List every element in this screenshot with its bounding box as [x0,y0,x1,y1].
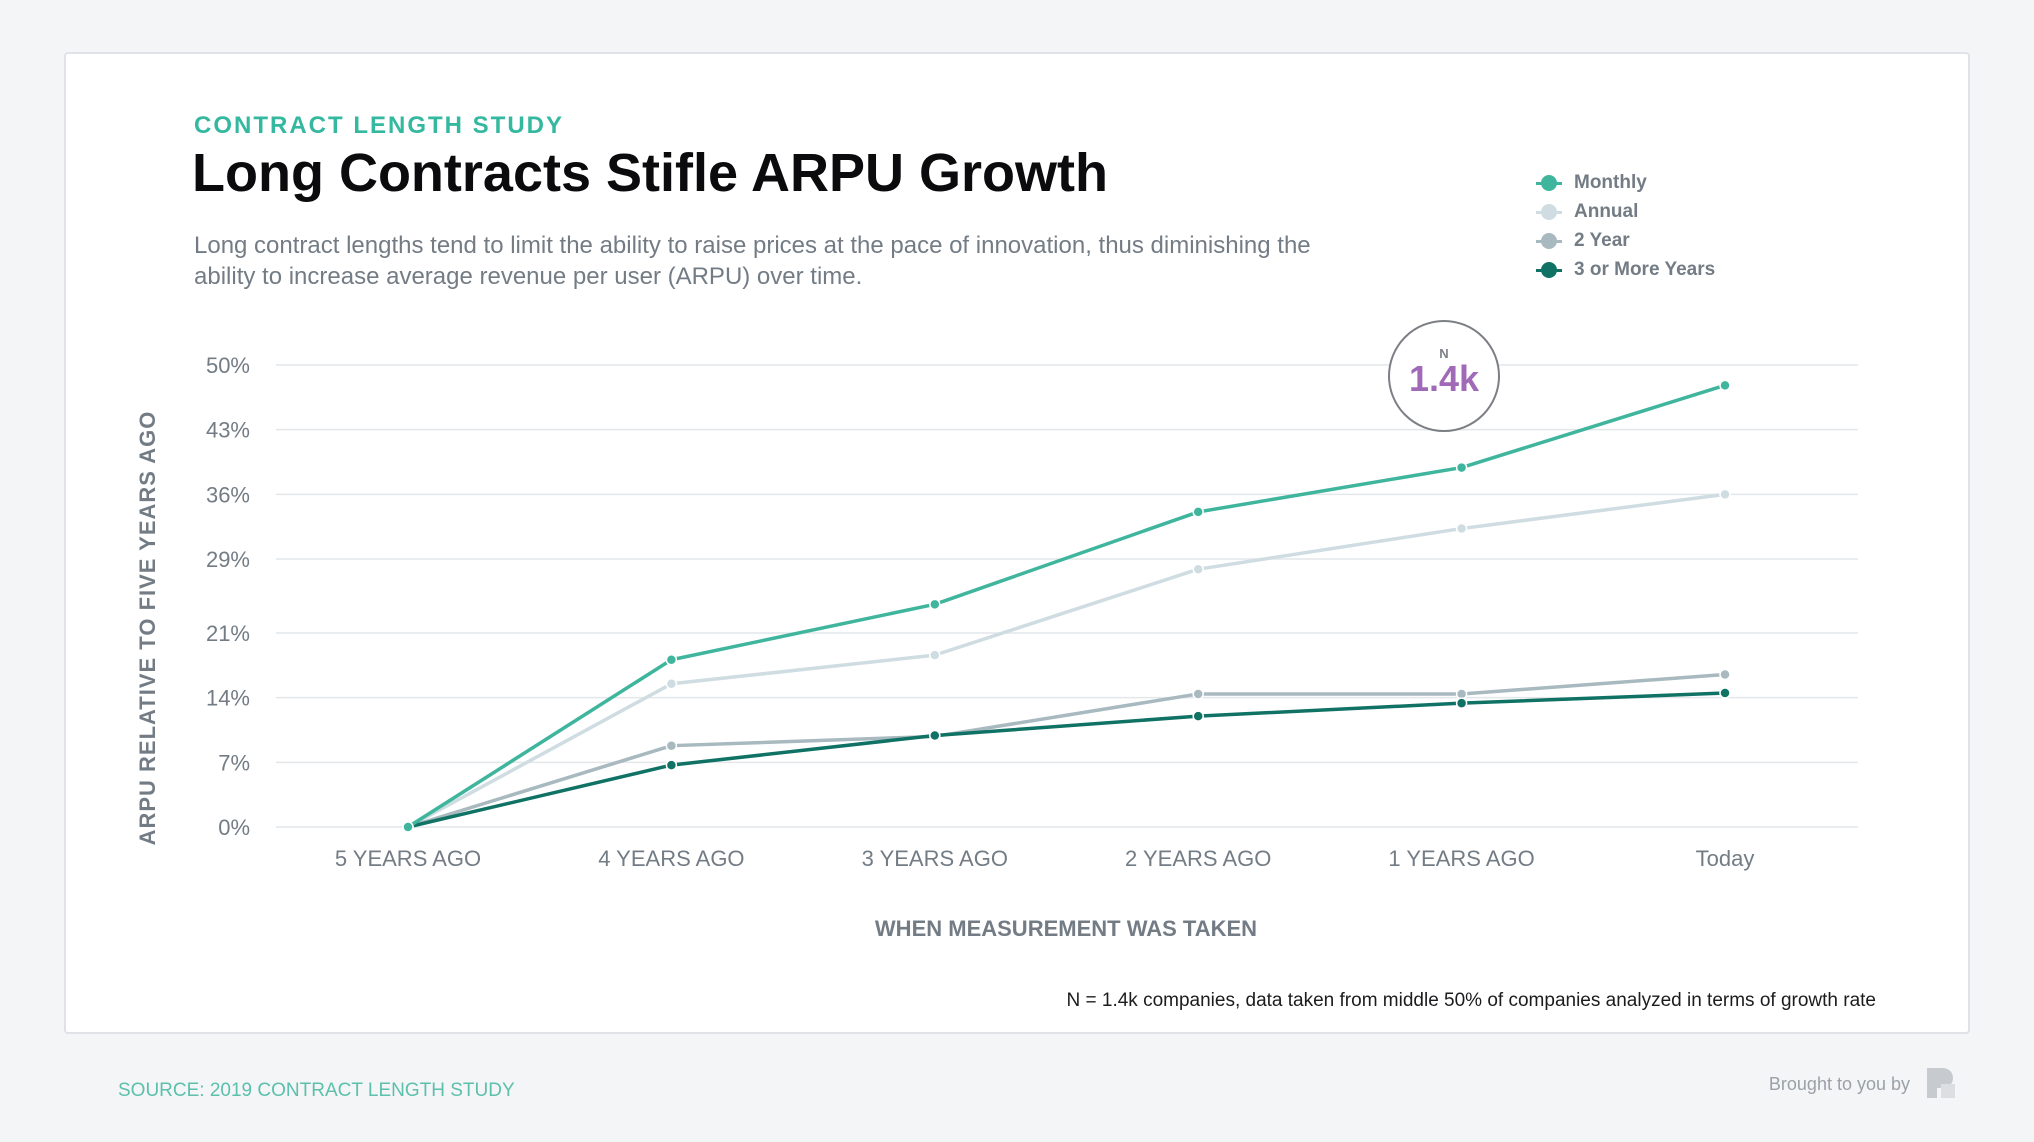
chart-title: Long Contracts Stifle ARPU Growth [192,143,1108,203]
legend-marker-icon [1536,260,1562,280]
legend-item: Monthly [1536,168,1715,197]
y-tick-label: 21% [206,621,250,646]
sample-size-badge: N 1.4k [1388,320,1500,432]
legend-item: 2 Year [1536,226,1715,255]
data-point-monthly [665,654,678,666]
series-line-2-year [406,672,1727,829]
legend-marker-icon [1536,231,1562,251]
chart-subtitle: Long contract lengths tend to limit the … [194,232,1311,290]
data-point-2-year [1719,668,1731,681]
y-tick-label: 0% [218,815,250,840]
legend-item: Annual [1536,197,1715,226]
x-axis-label: WHEN MEASUREMENT WAS TAKEN [874,916,1258,941]
data-point-annual [665,678,678,690]
y-tick-label: 36% [206,482,250,507]
y-tick-label: 14% [206,686,250,711]
legend-marker-icon [1536,202,1562,222]
x-tick-label: Today [1696,846,1755,871]
chart-footnote: N = 1.4k companies, data taken from midd… [1066,990,1877,1011]
chart-legend: Monthly Annual 2 Year 3 or More Years [1536,168,1715,284]
data-point-annual [1719,488,1731,501]
legend-label: 3 or More Years [1574,258,1716,280]
data-point-3-or-more-years [1192,710,1204,722]
series-line-3-or-more-years [406,691,1727,829]
data-point-monthly [1455,461,1468,474]
y-tick-label: 43% [206,418,250,443]
legend-item: 3 or More Years [1536,255,1715,284]
data-point-3-or-more-years [1719,687,1731,699]
brought-to-you-by: Brought to you by [1768,1074,1910,1094]
legend-label: Monthly [1574,171,1647,193]
sample-size-value: 1.4k [1408,358,1480,399]
y-tick-label: 7% [218,750,250,775]
data-point-monthly [1719,379,1731,392]
brand-logo-icon [1927,1068,1955,1098]
chart-card [64,52,1970,1034]
x-tick-label: 5 YEARS AGO [335,846,481,871]
x-tick-label: 1 YEARS AGO [1388,846,1534,871]
legend-label: 2 Year [1574,229,1630,251]
data-point-monthly [929,598,941,611]
data-point-3-or-more-years [1455,697,1468,709]
data-point-annual [1192,563,1204,575]
y-tick-label: 29% [206,547,250,572]
series-line-monthly [406,383,1727,829]
data-point-3-or-more-years [665,759,678,771]
chart-eyebrow: CONTRACT LENGTH STUDY [194,112,564,139]
sample-size-label: N [1439,346,1449,361]
data-point-3-or-more-years [929,729,941,742]
x-tick-label: 4 YEARS AGO [598,846,744,871]
x-tick-label: 3 YEARS AGO [862,846,1008,871]
data-point-2-year [1192,688,1204,700]
data-point-2-year [665,739,678,752]
data-point-monthly [402,821,414,833]
data-point-annual [929,649,941,661]
legend-label: Annual [1574,200,1639,222]
source-label: SOURCE: 2019 CONTRACT LENGTH STUDY [118,1080,515,1101]
y-tick-label: 50% [206,353,250,378]
series-line-annual [406,492,1727,829]
x-tick-label: 2 YEARS AGO [1125,846,1271,871]
data-point-annual [1455,522,1468,535]
legend-marker-icon [1536,173,1562,193]
data-point-monthly [1192,506,1204,518]
